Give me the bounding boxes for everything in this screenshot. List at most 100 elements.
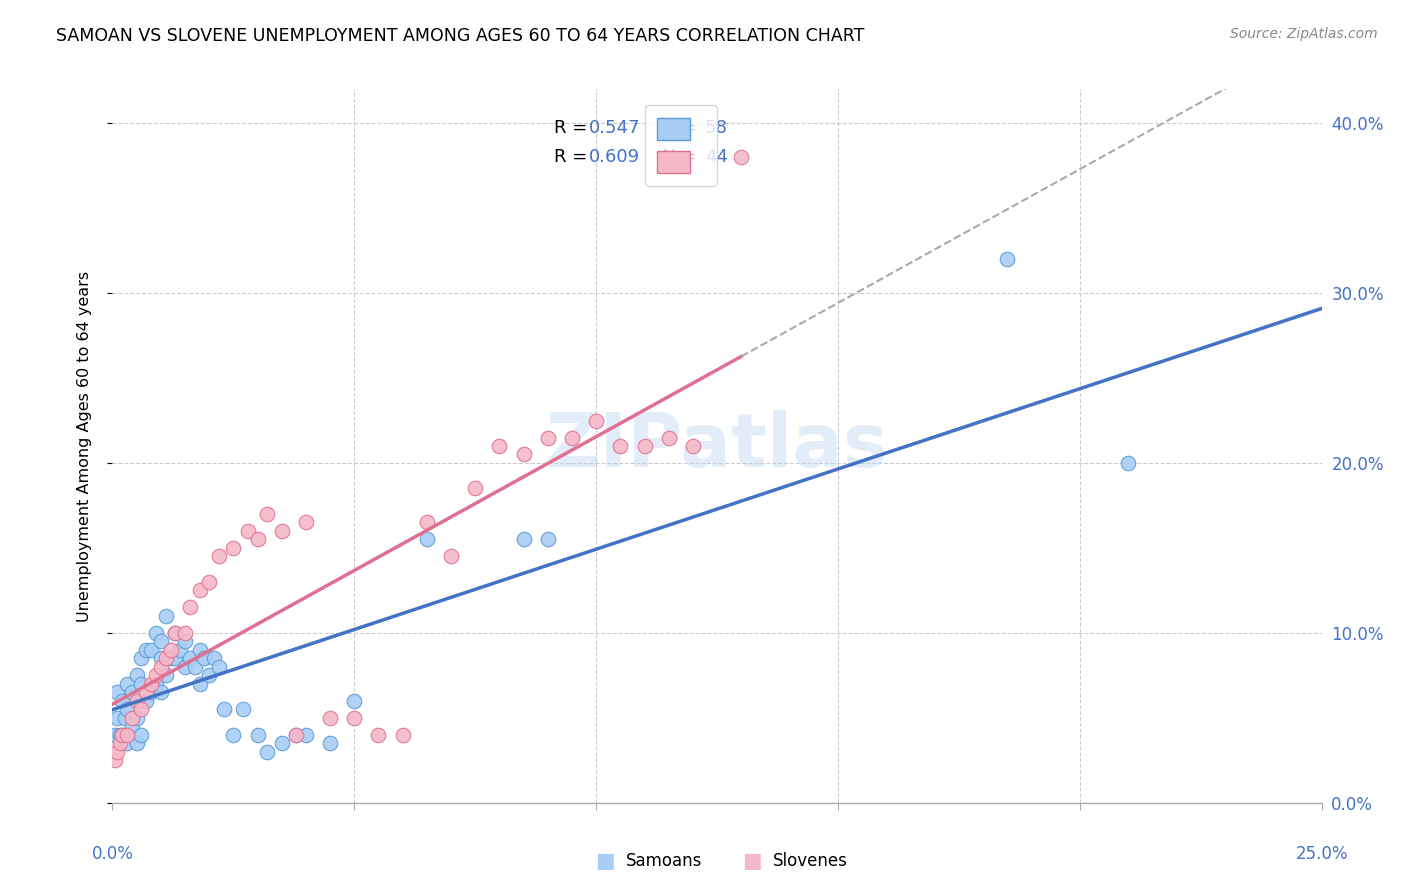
Point [135, 685, 157, 699]
Text: 44: 44 [704, 148, 728, 166]
Text: N =: N = [651, 148, 702, 166]
Point [537, 533, 560, 547]
Point [108, 736, 131, 750]
Point [208, 660, 231, 674]
Point [232, 702, 254, 716]
Point [730, 150, 752, 164]
Text: 58: 58 [704, 120, 728, 137]
Point [111, 694, 134, 708]
Point [159, 643, 181, 657]
Point [561, 430, 583, 444]
Text: 0.0%: 0.0% [91, 846, 134, 863]
Text: R =: R = [554, 120, 593, 137]
Point [125, 668, 148, 682]
Point [416, 516, 439, 530]
Point [174, 660, 197, 674]
Point [193, 651, 215, 665]
Point [135, 643, 157, 657]
Legend: , : , [645, 105, 717, 186]
Point [105, 745, 128, 759]
Text: Samoans: Samoans [626, 852, 702, 870]
Point [512, 533, 534, 547]
Point [537, 430, 560, 444]
Text: ZIPatlas: ZIPatlas [546, 409, 889, 483]
Point [141, 677, 163, 691]
Point [145, 668, 167, 682]
Point [104, 753, 127, 767]
Point [183, 660, 205, 674]
Point [416, 533, 439, 547]
Point [131, 651, 153, 665]
Point [141, 685, 163, 699]
Point [188, 643, 211, 657]
Point [174, 634, 197, 648]
Point [115, 728, 138, 742]
Point [391, 728, 413, 742]
Point [115, 702, 138, 716]
Point [105, 711, 128, 725]
Point [285, 728, 308, 742]
Point [115, 736, 138, 750]
Point [1116, 456, 1139, 470]
Point [188, 677, 211, 691]
Text: Slovenes: Slovenes [773, 852, 848, 870]
Point [343, 711, 366, 725]
Point [367, 728, 389, 742]
Point [179, 600, 201, 615]
Point [198, 574, 221, 589]
Point [169, 643, 191, 657]
Point [155, 668, 177, 682]
Point [145, 626, 167, 640]
Point [236, 524, 259, 538]
Text: SAMOAN VS SLOVENE UNEMPLOYMENT AMONG AGES 60 TO 64 YEARS CORRELATION CHART: SAMOAN VS SLOVENE UNEMPLOYMENT AMONG AGE… [56, 27, 865, 45]
Point [285, 728, 308, 742]
Text: 25.0%: 25.0% [1295, 846, 1348, 863]
Point [115, 677, 138, 691]
Point [609, 439, 631, 453]
Point [343, 694, 366, 708]
Point [149, 651, 172, 665]
Point [270, 736, 292, 750]
Point [995, 252, 1018, 266]
Point [135, 694, 157, 708]
Point [149, 685, 172, 699]
Point [174, 626, 197, 640]
Point [585, 413, 607, 427]
Point [131, 728, 153, 742]
Point [270, 524, 292, 538]
Point [212, 702, 235, 716]
Point [165, 626, 187, 640]
Point [198, 668, 221, 682]
Point [125, 694, 148, 708]
Point [319, 711, 342, 725]
Point [246, 728, 269, 742]
Point [188, 583, 211, 598]
Point [246, 533, 269, 547]
Point [131, 702, 153, 716]
Point [682, 439, 704, 453]
Point [256, 507, 278, 521]
Point [222, 728, 245, 742]
Point [202, 651, 225, 665]
Point [658, 430, 681, 444]
Point [155, 608, 177, 623]
Point [141, 643, 163, 657]
Point [295, 728, 318, 742]
Point [208, 549, 231, 564]
Point [121, 719, 143, 733]
Text: N =: N = [651, 120, 702, 137]
Point [105, 685, 128, 699]
Point [125, 736, 148, 750]
Point [633, 439, 655, 453]
Point [319, 736, 342, 750]
Point [111, 728, 134, 742]
Point [121, 685, 143, 699]
Point [512, 448, 534, 462]
Text: R =: R = [554, 148, 593, 166]
Text: ■: ■ [595, 851, 614, 871]
Point [440, 549, 463, 564]
Point [155, 651, 177, 665]
Point [295, 516, 318, 530]
Point [165, 626, 187, 640]
Point [104, 728, 127, 742]
